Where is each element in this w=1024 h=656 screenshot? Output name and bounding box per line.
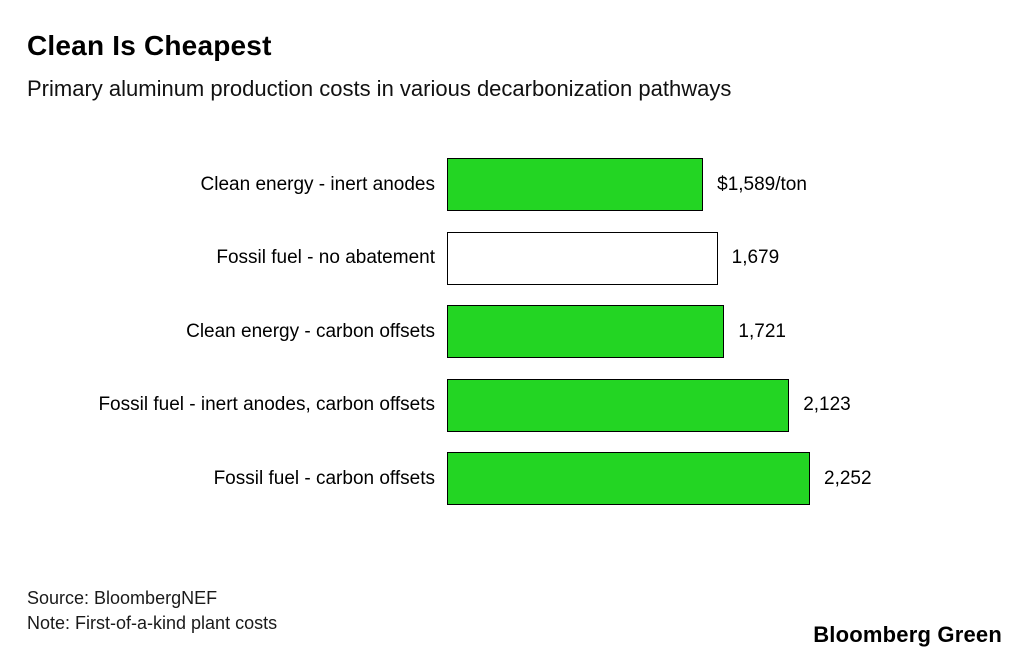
bar-value-label: 2,252 bbox=[824, 467, 872, 489]
chart-row: Clean energy - inert anodes $1,589/ton bbox=[0, 148, 1024, 222]
bloomberg-green-logo: Bloomberg Green bbox=[813, 622, 1002, 647]
bar-category-label: Fossil fuel - no abatement bbox=[216, 247, 435, 269]
bar bbox=[447, 305, 725, 359]
chart-row: Fossil fuel - carbon offsets 2,252 bbox=[0, 442, 1024, 516]
bar-category-label: Fossil fuel - inert anodes, carbon offse… bbox=[98, 394, 435, 416]
bar-category-label: Clean energy - carbon offsets bbox=[186, 320, 435, 342]
chart-row: Clean energy - carbon offsets 1,721 bbox=[0, 295, 1024, 369]
bar-category-label: Clean energy - inert anodes bbox=[200, 173, 435, 195]
bar-value-label: 1,679 bbox=[731, 247, 780, 269]
source-note-block: Source: BloombergNEF Note: First-of-a-ki… bbox=[27, 586, 277, 636]
bar bbox=[447, 452, 810, 506]
bar-value-label: 2,123 bbox=[803, 394, 851, 416]
bar-chart: Clean energy - inert anodes $1,589/ton Fos… bbox=[0, 148, 1024, 516]
bar-category-label: Fossil fuel - carbon offsets bbox=[213, 467, 435, 489]
chart-row: Fossil fuel - inert anodes, carbon offse… bbox=[0, 369, 1024, 443]
chart-subtitle: Primary aluminum production costs in var… bbox=[27, 76, 732, 101]
bar-value-label: 1,721 bbox=[738, 320, 786, 342]
chart-row: Fossil fuel - no abatement 1,679 bbox=[0, 222, 1024, 296]
page-title: Clean Is Cheapest bbox=[27, 30, 272, 61]
bar bbox=[447, 231, 718, 285]
note-text: Note: First-of-a-kind plant costs bbox=[27, 613, 278, 633]
bar bbox=[447, 378, 790, 432]
bar-value-label: $1,589/ton bbox=[717, 173, 807, 195]
source-text: Source: BloombergNEF bbox=[27, 588, 218, 608]
bar bbox=[447, 158, 704, 212]
